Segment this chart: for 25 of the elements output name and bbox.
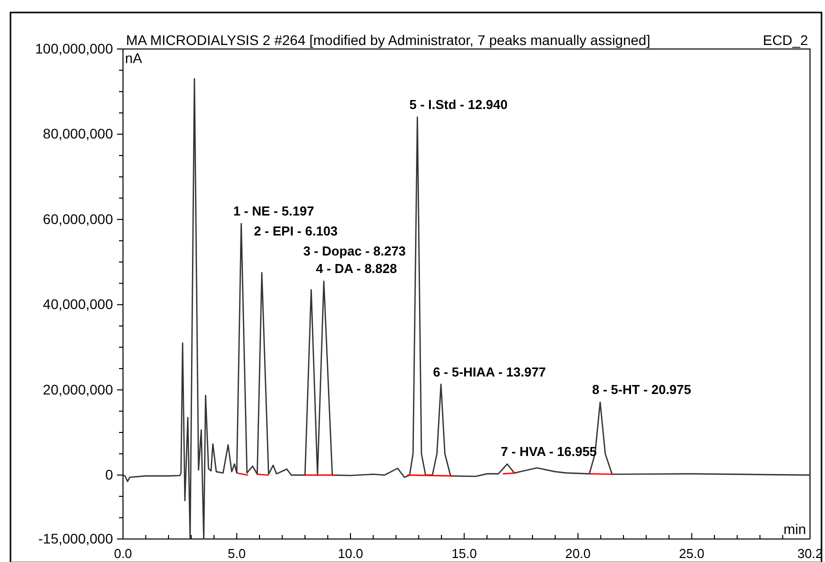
x-tick-label: 0.0 bbox=[114, 546, 132, 562]
y-tick-label: 20,000,000 bbox=[42, 381, 114, 398]
x-tick-label: 20.0 bbox=[565, 546, 591, 562]
chart-subtitle: ECD_2 bbox=[762, 32, 808, 48]
annotation: 2 - EPI - 6.103 bbox=[254, 224, 338, 239]
y-axis-title: nA bbox=[125, 50, 143, 66]
annotation: 4 - DA - 8.828 bbox=[316, 261, 397, 276]
y-tick-label: 0 bbox=[105, 466, 114, 483]
annotation: 6 - 5-HIAA - 13.977 bbox=[432, 364, 546, 380]
annotation: 1 - NE - 5.197 bbox=[233, 204, 314, 219]
x-tick-label: 15.0 bbox=[452, 546, 477, 562]
chart-title: MA MICRODIALYSIS 2 #264 [modified by Administrator, 7 peaks manually assigned] bbox=[126, 32, 650, 48]
y-tick-label: 40,000,000 bbox=[42, 296, 114, 312]
y-tick-label: -15,000,000 bbox=[38, 530, 114, 546]
x-tick-label: 5.0 bbox=[228, 546, 246, 562]
x-tick-label: 10.0 bbox=[338, 546, 364, 562]
annotation: 5 - I.Std - 12.940 bbox=[409, 97, 508, 112]
y-tick-label: 80,000,000 bbox=[42, 126, 114, 142]
x-tick-label: 30.2 bbox=[797, 546, 823, 562]
annotation: 8 - 5-HT - 20.975 bbox=[592, 382, 692, 398]
x-axis-title: min bbox=[783, 521, 806, 537]
y-tick-label: 100,000,000 bbox=[35, 40, 114, 56]
annotation: 3 - Dopac - 8.273 bbox=[303, 244, 406, 259]
x-tick-label: 25.0 bbox=[679, 546, 704, 562]
y-tick-label: 60,000,000 bbox=[42, 210, 114, 227]
